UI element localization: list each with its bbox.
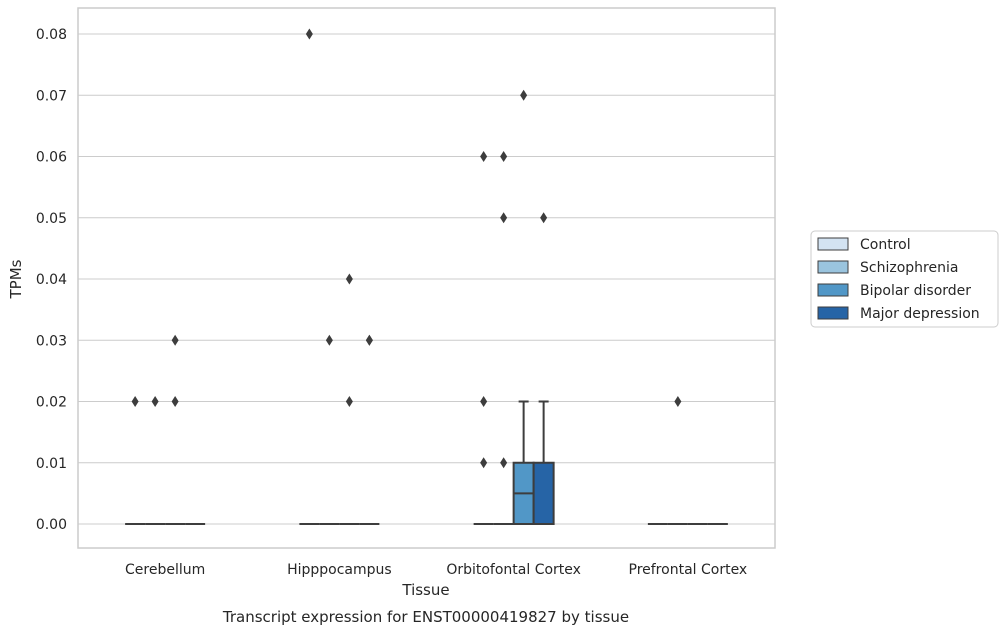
legend-swatch bbox=[817, 306, 849, 320]
legend-items: Control Schizophrenia Bipolar disorder Majo… bbox=[817, 237, 980, 322]
y-tick-labels: 0.00 0.01 0.02 0.03 0.04 0.05 0.06 0.07 0.08 bbox=[36, 27, 67, 533]
outlier-point bbox=[500, 212, 508, 224]
x-tick-label: Prefrontal Cortex bbox=[629, 562, 748, 578]
x-tick-label: Hipppocampus bbox=[287, 562, 392, 578]
y-tick-label: 0.07 bbox=[36, 88, 67, 104]
outlier-point bbox=[500, 457, 508, 469]
legend-label: Schizophrenia bbox=[860, 260, 958, 276]
outlier-point bbox=[674, 396, 682, 407]
y-tick-label: 0.04 bbox=[36, 272, 67, 288]
outlier-point bbox=[131, 396, 139, 407]
x-tick-label: Cerebellum bbox=[125, 562, 205, 578]
legend-item: Bipolar disorder bbox=[817, 283, 971, 299]
outlier-point bbox=[520, 89, 528, 101]
outlier-point bbox=[305, 28, 313, 40]
legend-item: Major depression bbox=[817, 306, 980, 322]
y-tick-label: 0.08 bbox=[36, 27, 67, 43]
outliers-layer bbox=[131, 28, 682, 469]
box-2-2 bbox=[512, 400, 535, 525]
legend-swatch bbox=[817, 283, 849, 297]
legend-swatch bbox=[817, 260, 849, 274]
outlier-point bbox=[171, 334, 179, 346]
y-axis-title: TPMs bbox=[7, 259, 25, 299]
y-tick-label: 0.00 bbox=[36, 517, 67, 533]
outlier-point bbox=[500, 151, 508, 162]
outlier-point bbox=[171, 396, 179, 407]
boxes-layer bbox=[125, 400, 728, 525]
outlier-point bbox=[540, 212, 548, 224]
legend: Control Schizophrenia Bipolar disorder Majo… bbox=[810, 230, 999, 328]
legend-swatch bbox=[817, 237, 849, 251]
legend-label: Control bbox=[860, 237, 911, 253]
legend-item: Control bbox=[817, 237, 911, 253]
x-tick-labels: Cerebellum Hipppocampus Orbitofontal Corte… bbox=[125, 562, 747, 578]
outlier-point bbox=[345, 273, 353, 285]
chart-caption: Transcript expression for ENST0000041982… bbox=[222, 608, 629, 626]
legend-label: Major depression bbox=[860, 306, 980, 322]
y-tick-label: 0.05 bbox=[36, 211, 67, 227]
outlier-point bbox=[480, 457, 488, 469]
legend-label: Bipolar disorder bbox=[860, 283, 971, 299]
y-tick-label: 0.03 bbox=[36, 333, 67, 349]
grid-layer bbox=[78, 33, 775, 525]
plot-frame bbox=[77, 7, 776, 549]
y-tick-label: 0.06 bbox=[36, 150, 67, 166]
outlier-point bbox=[325, 334, 333, 346]
y-tick-label: 0.01 bbox=[36, 456, 67, 472]
outlier-point bbox=[480, 396, 488, 407]
x-tick-label: Orbitofontal Cortex bbox=[446, 562, 581, 578]
outlier-point bbox=[365, 334, 373, 346]
outlier-point bbox=[345, 396, 353, 407]
box-body bbox=[532, 461, 555, 525]
outlier-point bbox=[151, 396, 159, 407]
legend-frame bbox=[810, 230, 999, 328]
outlier-point bbox=[480, 151, 488, 162]
x-axis-title: Tissue bbox=[401, 581, 449, 599]
y-tick-label: 0.02 bbox=[36, 395, 67, 411]
legend-item: Schizophrenia bbox=[817, 260, 958, 276]
box-2-3 bbox=[532, 400, 555, 525]
